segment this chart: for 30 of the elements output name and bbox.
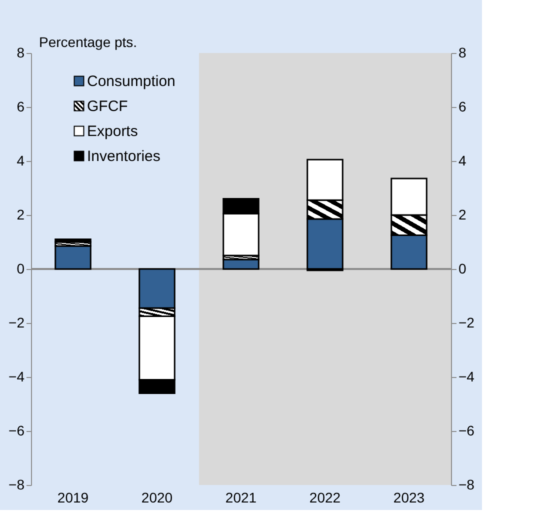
y2-tick-label: 2 — [458, 206, 466, 222]
bar — [54, 245, 92, 270]
y-tick-label: 2 — [16, 206, 25, 222]
y2-tick-label: 0 — [458, 260, 466, 276]
y2-tick-label: 8 — [458, 44, 466, 60]
bar — [54, 238, 92, 243]
x-tick-label: 2023 — [393, 490, 425, 506]
y-tick-label: 8 — [16, 44, 25, 60]
y-tick-label: −2 — [8, 314, 25, 330]
legend-label: Consumption — [87, 73, 176, 90]
y-tick-label: 4 — [16, 152, 25, 168]
y-tick-label: −6 — [8, 422, 25, 438]
y-tick-label: −4 — [8, 368, 25, 384]
y2-tick-label: −4 — [458, 368, 475, 384]
y-tick-label: 6 — [16, 98, 25, 114]
x-tick-label: 2021 — [225, 490, 257, 506]
x-tick-label: 2020 — [141, 490, 173, 506]
y2-tick-label: −6 — [458, 422, 475, 438]
y2-tick-label: 6 — [458, 98, 466, 114]
legend-label: Inventories — [87, 148, 160, 165]
legend-label: Exports — [87, 123, 138, 140]
y-tick-label: −8 — [8, 476, 25, 492]
y-tick-label: 0 — [16, 260, 25, 276]
y2-tick-label: −8 — [458, 476, 475, 492]
y2-tick-label: 4 — [458, 152, 466, 168]
legend-label: GFCF — [87, 98, 128, 115]
x-tick-label: 2022 — [309, 490, 341, 506]
y-axis-title: Percentage pts. — [39, 34, 138, 50]
x-tick-label: 2019 — [57, 490, 89, 506]
y2-tick-label: −2 — [458, 314, 475, 330]
